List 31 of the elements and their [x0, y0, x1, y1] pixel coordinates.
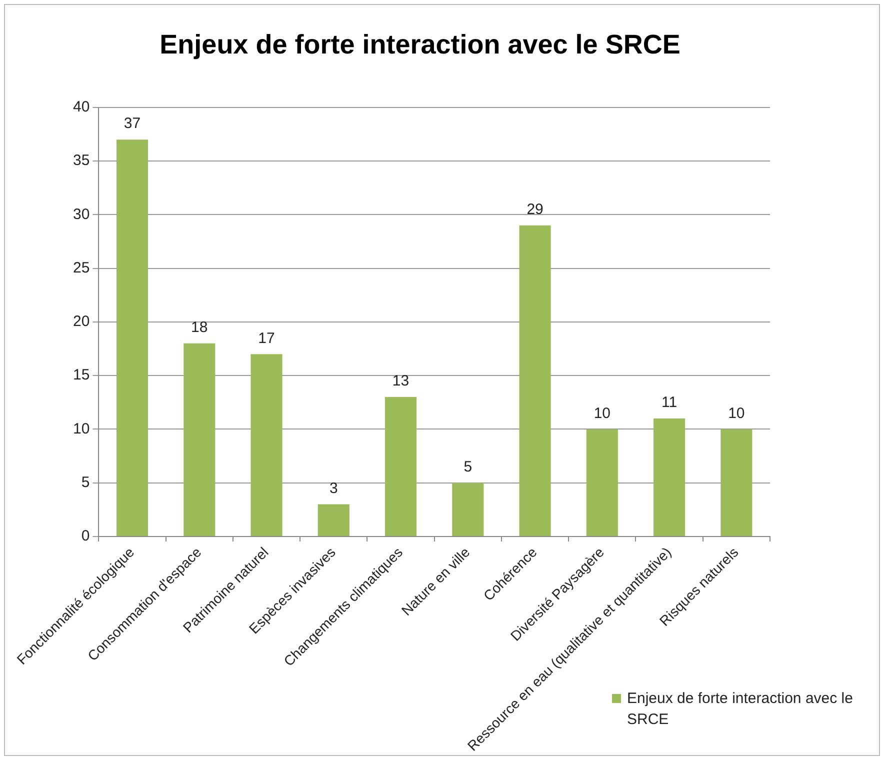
y-tick-label: 30	[72, 206, 90, 223]
legend-label: Enjeux de forte interaction avec le SRCE	[627, 689, 854, 730]
y-tick-label: 15	[72, 366, 90, 384]
bar	[184, 343, 216, 536]
data-label: 11	[662, 394, 678, 412]
y-tick-label: 35	[72, 152, 90, 170]
bar	[720, 429, 752, 536]
bar	[250, 354, 282, 536]
data-label: 3	[329, 480, 338, 497]
data-label: 18	[191, 319, 208, 336]
data-label: 17	[258, 330, 275, 347]
data-label: 10	[594, 404, 611, 422]
data-label: 10	[728, 404, 745, 422]
data-label: 5	[464, 458, 472, 476]
y-tick-label: 40	[72, 98, 90, 116]
data-label: 13	[392, 372, 410, 390]
y-tick-label: 25	[72, 259, 90, 276]
bar	[586, 429, 618, 536]
data-label: 37	[124, 115, 141, 132]
bar	[318, 504, 350, 536]
data-label: 29	[526, 201, 544, 218]
y-tick-label: 20	[72, 313, 90, 330]
y-tick-label: 10	[72, 420, 90, 438]
chart-title: Enjeux de forte interaction avec le SRCE	[160, 30, 680, 60]
bar	[116, 140, 148, 536]
y-tick-label: 0	[81, 528, 90, 545]
bar	[385, 397, 417, 536]
bar	[654, 418, 686, 536]
y-tick-label: 5	[81, 474, 90, 491]
bar	[452, 482, 484, 536]
bar	[519, 225, 551, 536]
